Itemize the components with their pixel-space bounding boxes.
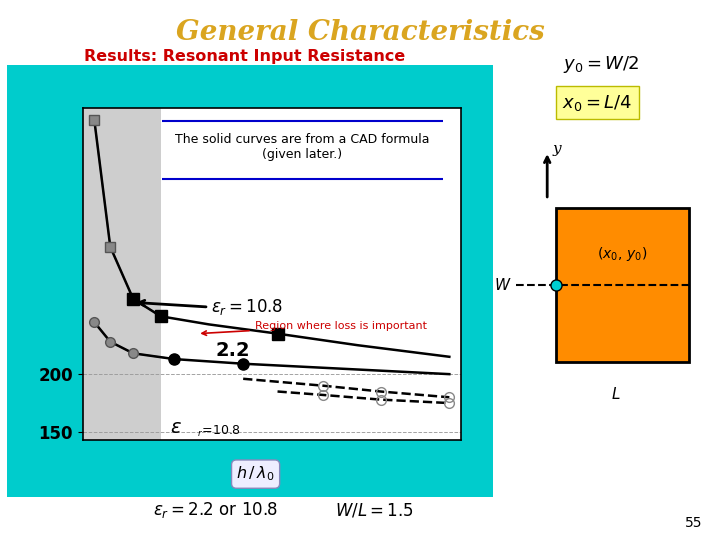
Text: 55: 55 (685, 516, 702, 530)
Text: $y_0 = W/2$: $y_0 = W/2$ (563, 55, 639, 75)
Bar (7, 65, 493, 497)
Text: $\varepsilon_r = 10.8$: $\varepsilon_r = 10.8$ (211, 297, 283, 317)
Text: $\varepsilon$: $\varepsilon$ (170, 417, 181, 437)
Text: $(x_0,\,y_0)$: $(x_0,\,y_0)$ (597, 245, 648, 263)
Text: $\varepsilon_r = 2.2\ \mathrm{or}\ 10.8$: $\varepsilon_r = 2.2\ \mathrm{or}\ 10.8$ (153, 500, 279, 521)
Text: y: y (552, 141, 561, 156)
Text: $W/L = 1.5$: $W/L = 1.5$ (335, 501, 414, 519)
Text: Results: Resonant Input Resistance: Results: Resonant Input Resistance (84, 49, 405, 64)
Text: $h\,/\,\lambda_0$: $h\,/\,\lambda_0$ (236, 465, 275, 483)
Text: The solid curves are from a CAD formula
(given later.): The solid curves are from a CAD formula … (175, 133, 430, 161)
Text: $x_0 = L/4$: $x_0 = L/4$ (562, 92, 633, 113)
Text: $L$: $L$ (611, 386, 621, 402)
Text: $W$: $W$ (494, 277, 511, 293)
Text: General Characteristics: General Characteristics (176, 19, 544, 46)
Text: 2.2: 2.2 (216, 341, 251, 360)
Text: $_r\!=\!10.8$: $_r\!=\!10.8$ (197, 424, 241, 439)
FancyBboxPatch shape (159, 120, 446, 179)
Bar (83, 108, 161, 440)
Bar (556, 208, 689, 362)
Text: Region where loss is important: Region where loss is important (202, 321, 427, 335)
